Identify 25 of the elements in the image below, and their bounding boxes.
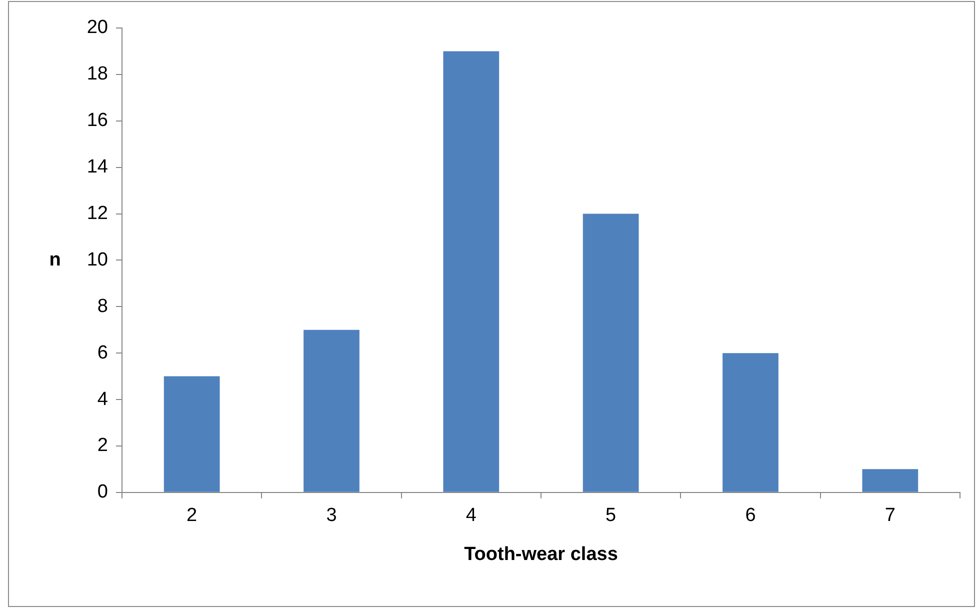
x-tick-label: 6: [745, 505, 756, 526]
x-tick-label: 3: [326, 505, 337, 526]
x-tick-label: 4: [466, 505, 477, 526]
y-tick-label: 12: [86, 202, 108, 224]
y-axis-title: n: [49, 249, 61, 270]
x-axis-title: Tooth-wear class: [464, 544, 618, 565]
y-tick-label: 0: [97, 482, 108, 503]
x-tick-label: 2: [186, 505, 198, 526]
bar: [304, 330, 360, 492]
y-tick-label: 16: [86, 110, 108, 132]
y-tick-label: 2: [97, 435, 108, 456]
bar: [862, 469, 918, 492]
bar: [164, 376, 220, 492]
y-tick-label: 14: [86, 156, 108, 178]
x-tick-label: 7: [884, 505, 896, 526]
y-tick-label: 4: [97, 388, 108, 410]
bar: [722, 353, 778, 492]
bar: [582, 214, 639, 492]
y-tick-label: 6: [97, 342, 108, 364]
x-tick-label: 5: [606, 505, 616, 526]
y-tick-label: 18: [86, 64, 108, 85]
y-tick-label: 8: [97, 296, 108, 317]
bar: [443, 51, 500, 492]
y-tick-label: 10: [86, 249, 108, 270]
y-tick-label: 20: [86, 17, 108, 38]
